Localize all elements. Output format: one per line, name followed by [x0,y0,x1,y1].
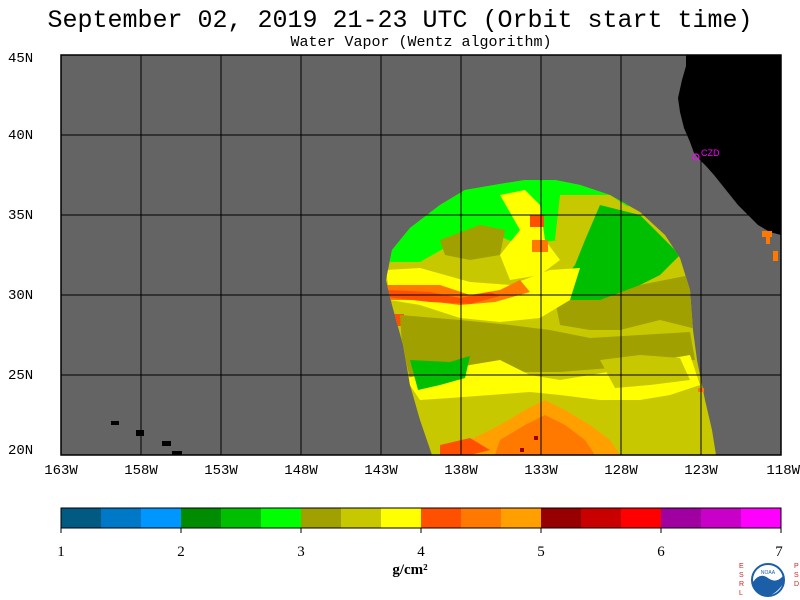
colorbar [60,508,782,533]
colorbar-tick-1: 1 [57,544,65,560]
map-frame [60,54,782,456]
colorbar-swatch [381,508,422,528]
lon-label-123w: 123W [684,463,718,479]
lat-label-25n: 25N [8,368,34,384]
island-2 [136,430,144,436]
island-1 [111,421,119,425]
lon-label-138w: 138W [444,463,478,479]
lon-label-133w: 133W [524,463,558,479]
colorbar-swatch [501,508,542,528]
lon-label-163w: 163W [44,463,78,479]
colorbar-swatch [541,508,582,528]
colorbar-swatch [661,508,702,528]
lon-label-143w: 143W [364,463,398,479]
colorbar-swatch [101,508,142,528]
grid-lines [61,55,781,455]
colorbar-tick-6: 6 [657,544,665,560]
colorbar-swatch [181,508,222,528]
lat-label-35n: 35N [8,208,34,224]
colorbar-swatch [341,508,382,528]
lon-label-148w: 148W [284,463,318,479]
lat-label-20n: 20N [8,443,34,459]
lon-label-128w: 128W [604,463,638,479]
station-marker [692,153,700,161]
coastal-cell-1 [762,231,772,237]
colorbar-swatch [701,508,742,528]
lon-label-158w: 158W [124,463,158,479]
colorbar-swatch [621,508,662,528]
coastal-cell-2 [766,236,770,244]
colorbar-frame [60,507,782,529]
colorbar-tick-3: 3 [297,544,305,560]
logo-center-text: NOAA [761,570,776,576]
colorbar-swatch [421,508,462,528]
colorbar-swatch [221,508,262,528]
colorbar-swatch [581,508,622,528]
island-3 [162,441,171,446]
station-label: CZD [701,148,720,158]
chart-title: September 02, 2019 21-23 UTC (Orbit star… [47,6,753,35]
lon-label-118w: 118W [766,463,800,479]
colorbar-units: g/cm² [392,562,428,578]
colorbar-swatch [301,508,342,528]
colorbar-tick-4: 4 [417,544,425,560]
colorbar-swatch [61,508,102,528]
colorbar-tick-7: 7 [775,544,783,560]
colorbar-tick-2: 2 [177,544,185,560]
chart-subtitle: Water Vapor (Wentz algorithm) [290,34,552,51]
lat-label-30n: 30N [8,288,34,304]
colorbar-swatch [741,508,782,528]
colorbar-tick-5: 5 [537,544,545,560]
colorbar-swatch [141,508,182,528]
colorbar-swatch [261,508,302,528]
lat-label-45n: 45N [8,51,34,67]
colorbar-swatch [461,508,502,528]
coastal-cell-3 [773,251,778,261]
lon-label-153w: 153W [204,463,238,479]
land-california [678,55,781,235]
island-4 [172,451,182,455]
lat-label-40n: 40N [8,128,34,144]
